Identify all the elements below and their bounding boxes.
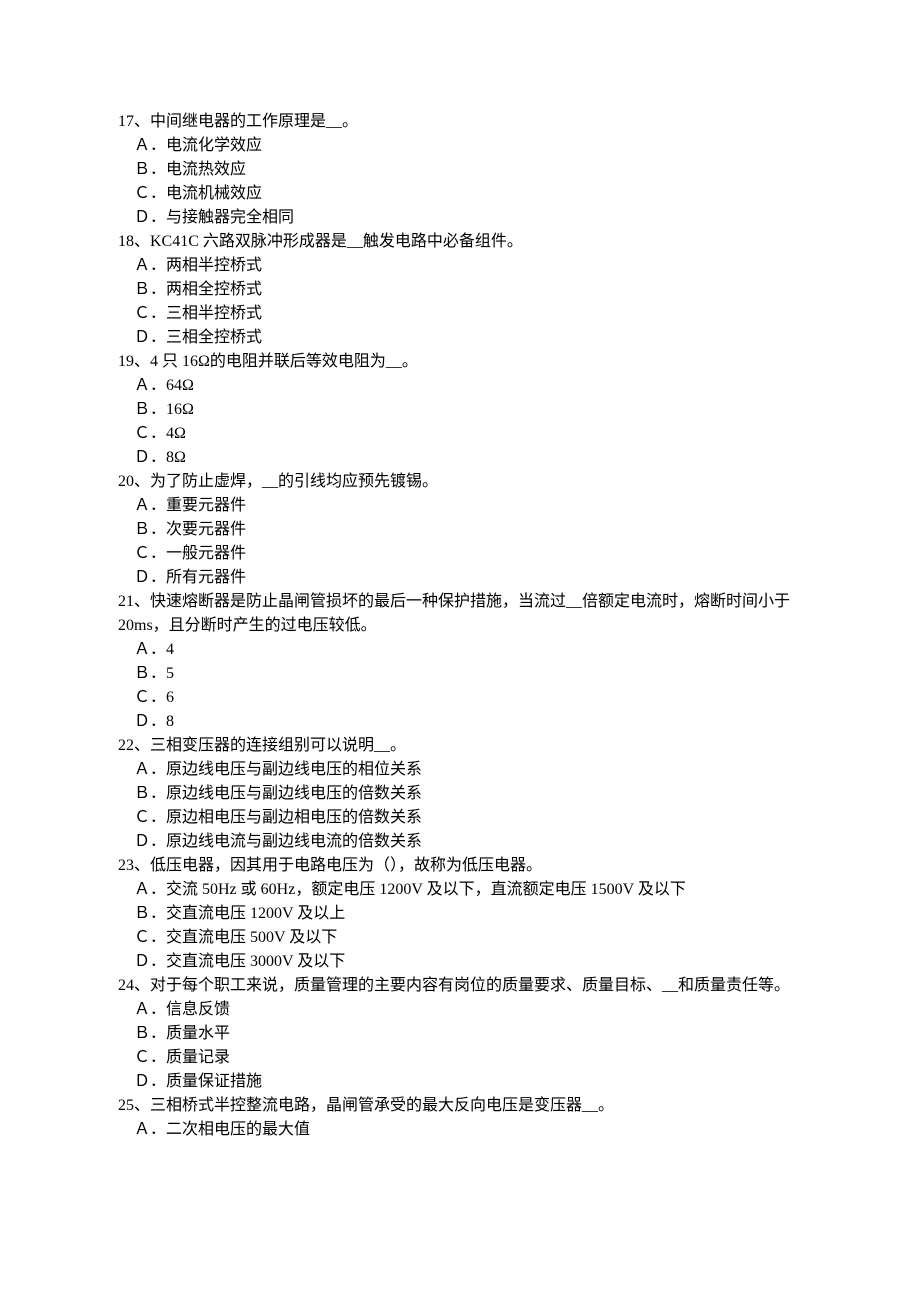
question-option: Ｄ．三相全控桥式 [118,326,802,350]
question-option: Ｃ．电流机械效应 [118,182,802,206]
question-option: Ｃ．质量记录 [118,1046,802,1070]
question-option: Ｄ．8Ω [118,446,802,470]
question-option: Ｄ．与接触器完全相同 [118,206,802,230]
question-option: Ｂ．两相全控桥式 [118,278,802,302]
question-option: Ｂ．5 [118,662,802,686]
question-stem: 17、中间继电器的工作原理是__。 [118,110,802,134]
question-option: Ａ．信息反馈 [118,998,802,1022]
question-option: Ｄ．8 [118,710,802,734]
question-option: Ｂ．交直流电压 1200V 及以上 [118,902,802,926]
question-option: Ａ．电流化学效应 [118,134,802,158]
question-option: Ｂ．质量水平 [118,1022,802,1046]
question-option: Ｃ．4Ω [118,422,802,446]
question-stem: 22、三相变压器的连接组别可以说明__。 [118,734,802,758]
question-option: Ａ．4 [118,638,802,662]
question-option: Ａ．两相半控桥式 [118,254,802,278]
question-option: Ｃ．一般元器件 [118,542,802,566]
question-option: Ｃ．交直流电压 500V 及以下 [118,926,802,950]
question-option: Ａ．64Ω [118,374,802,398]
question-option: Ｄ．原边线电流与副边线电流的倍数关系 [118,830,802,854]
question-option: Ｂ．电流热效应 [118,158,802,182]
question-option: Ｂ．原边线电压与副边线电压的倍数关系 [118,782,802,806]
question-stem: 21、快速熔断器是防止晶闸管损坏的最后一种保护措施，当流过__倍额定电流时，熔断… [118,590,802,638]
question-option: Ｃ．原边相电压与副边相电压的倍数关系 [118,806,802,830]
question-option: Ａ．重要元器件 [118,494,802,518]
question-option: Ｄ．所有元器件 [118,566,802,590]
question-stem: 18、KC41C 六路双脉冲形成器是__触发电路中必备组件。 [118,230,802,254]
question-stem: 19、4 只 16Ω的电阻并联后等效电阻为__。 [118,350,802,374]
question-option: Ｃ．6 [118,686,802,710]
question-option: Ａ．交流 50Hz 或 60Hz，额定电压 1200V 及以下，直流额定电压 1… [118,878,802,902]
question-option: Ａ．原边线电压与副边线电压的相位关系 [118,758,802,782]
question-option: Ａ．二次相电压的最大值 [118,1118,802,1142]
question-option: Ｂ．次要元器件 [118,518,802,542]
question-stem: 24、对于每个职工来说，质量管理的主要内容有岗位的质量要求、质量目标、__和质量… [118,974,802,998]
question-stem: 20、为了防止虚焊，__的引线均应预先镀锡。 [118,470,802,494]
question-option: Ｄ．质量保证措施 [118,1070,802,1094]
question-stem: 23、低压电器，因其用于电路电压为（），故称为低压电器。 [118,854,802,878]
question-option: Ｃ．三相半控桥式 [118,302,802,326]
exam-page: 17、中间继电器的工作原理是__。Ａ．电流化学效应Ｂ．电流热效应Ｃ．电流机械效应… [0,0,920,1302]
question-option: Ｄ．交直流电压 3000V 及以下 [118,950,802,974]
question-option: Ｂ．16Ω [118,398,802,422]
question-stem: 25、三相桥式半控整流电路，晶闸管承受的最大反向电压是变压器__。 [118,1094,802,1118]
